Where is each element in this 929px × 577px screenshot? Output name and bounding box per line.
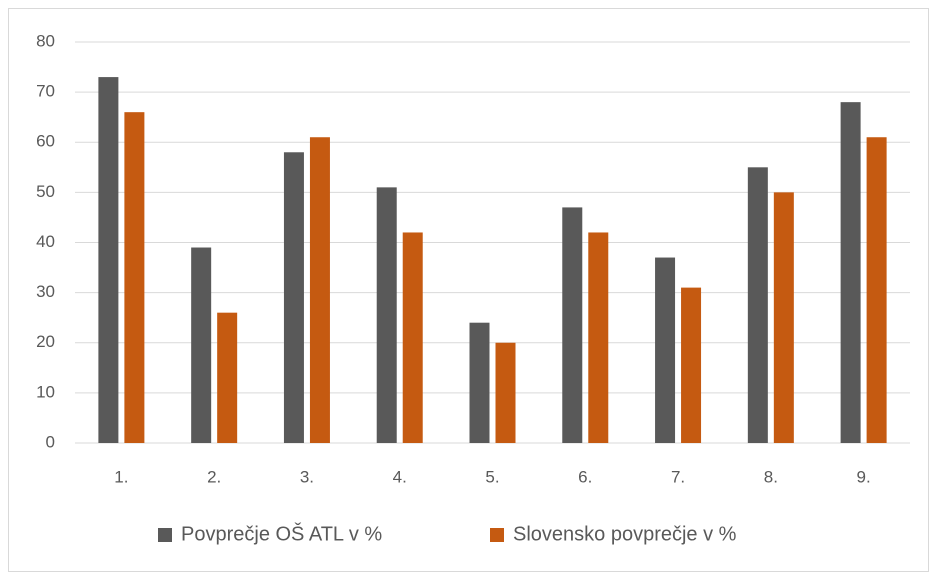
x-tick-label: 2. — [207, 467, 221, 486]
y-tick-label: 40 — [36, 232, 55, 251]
bar — [469, 322, 490, 443]
bar — [773, 192, 794, 443]
x-tick-label: 5. — [485, 467, 499, 486]
bar — [124, 112, 145, 444]
bar — [681, 287, 702, 443]
y-tick-label: 50 — [36, 182, 55, 201]
y-tick-label: 0 — [46, 432, 55, 451]
bar — [588, 232, 609, 443]
bar — [309, 137, 330, 444]
x-tick-label: 9. — [857, 467, 871, 486]
x-tick-label: 1. — [114, 467, 128, 486]
legend-swatch — [158, 528, 172, 542]
legend-label: Slovensko povprečje v % — [513, 523, 737, 545]
bar — [866, 137, 887, 444]
x-tick-label: 3. — [300, 467, 314, 486]
y-tick-label: 60 — [36, 132, 55, 151]
bar — [402, 232, 423, 443]
bar — [98, 77, 119, 444]
x-tick-label: 6. — [578, 467, 592, 486]
bar — [840, 102, 861, 444]
bar — [562, 207, 583, 443]
y-tick-label: 70 — [36, 82, 55, 101]
x-tick-label: 7. — [671, 467, 685, 486]
y-tick-label: 20 — [36, 332, 55, 351]
bar — [283, 152, 304, 443]
y-tick-label: 80 — [36, 31, 55, 50]
x-tick-label: 8. — [764, 467, 778, 486]
x-tick-label: 4. — [393, 467, 407, 486]
bar — [376, 187, 397, 443]
bar — [191, 247, 212, 443]
bar — [655, 257, 676, 443]
legend-swatch — [490, 528, 504, 542]
bar — [217, 312, 238, 443]
bar — [495, 342, 516, 443]
bar — [747, 167, 768, 443]
y-tick-label: 30 — [36, 282, 55, 301]
legend-label: Povprečje OŠ ATL v % — [181, 522, 382, 545]
y-tick-label: 10 — [36, 382, 55, 401]
